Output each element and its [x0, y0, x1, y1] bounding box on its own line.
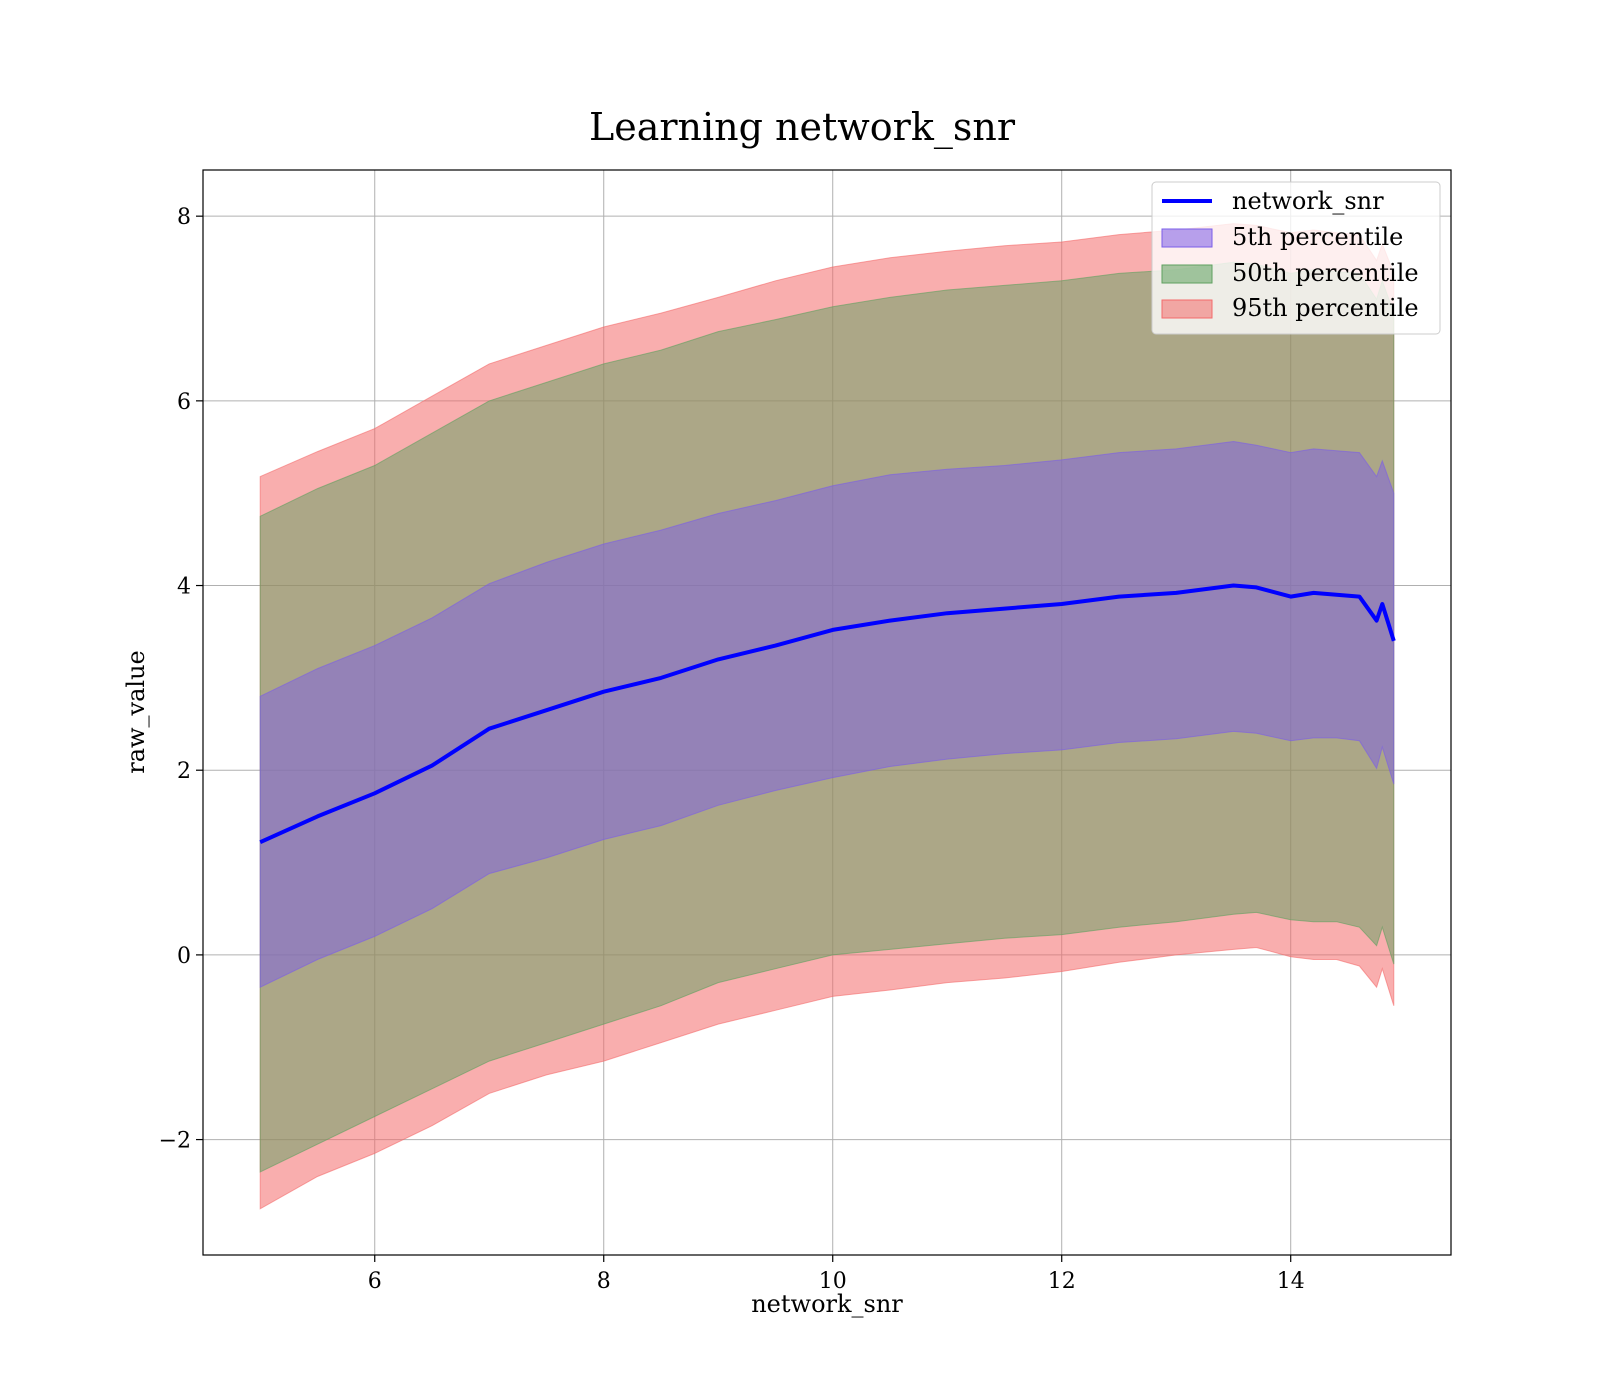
y-tick-label-4: 6: [177, 390, 191, 415]
x-tick-label-3: 12: [1048, 1269, 1076, 1294]
y-tick-label-2: 2: [177, 759, 191, 784]
band-5th-percentile: [259, 440, 1395, 988]
legend-swatch-95th-percentile: [1161, 299, 1213, 319]
legend-swatch-50th-percentile: [1161, 264, 1213, 284]
y-tick-label-0: −2: [159, 1129, 191, 1154]
legend-label-5th-percentile: 5th percentile: [1232, 223, 1403, 251]
legend: network_snr 5th percentile 50th percenti…: [1151, 181, 1441, 335]
x-tick-label-0: 6: [368, 1269, 382, 1294]
percentile-bands: [259, 223, 1395, 1210]
x-tick-label-1: 8: [597, 1269, 611, 1294]
y-tick-label-3: 4: [177, 575, 191, 600]
legend-label-network-snr: network_snr: [1232, 187, 1384, 215]
y-axis-ticks: −2 0 2 4 6 8: [159, 205, 203, 1154]
chart-title: Learning network_snr: [589, 105, 1016, 150]
x-axis-label: network_snr: [751, 1290, 903, 1318]
median-line: [259, 583, 1396, 845]
legend-box: [1151, 181, 1441, 335]
legend-label-95th-percentile: 95th percentile: [1232, 294, 1419, 322]
y-tick-label-5: 8: [177, 205, 191, 230]
y-tick-label-1: 0: [177, 944, 191, 969]
legend-label-50th-percentile: 50th percentile: [1232, 259, 1419, 287]
x-tick-label-2: 10: [819, 1269, 847, 1294]
legend-swatch-5th-percentile: [1161, 228, 1213, 248]
x-axis-ticks: 6 8 10 12 14: [368, 1255, 1305, 1294]
x-tick-label-4: 14: [1277, 1269, 1305, 1294]
y-axis-label: raw_value: [122, 650, 150, 774]
plot-frame: [202, 169, 1452, 1256]
